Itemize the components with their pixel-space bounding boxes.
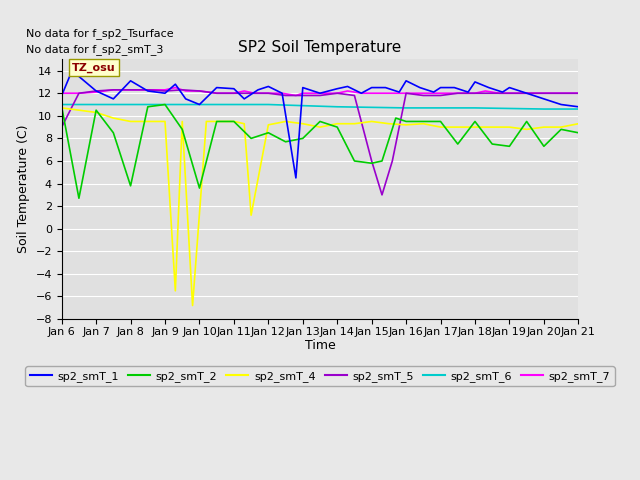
Text: No data for f_sp2_smT_3: No data for f_sp2_smT_3 [26, 44, 163, 55]
Legend: sp2_smT_1, sp2_smT_2, sp2_smT_4, sp2_smT_5, sp2_smT_6, sp2_smT_7: sp2_smT_1, sp2_smT_2, sp2_smT_4, sp2_smT… [26, 366, 614, 386]
Title: SP2 Soil Temperature: SP2 Soil Temperature [238, 40, 402, 55]
Y-axis label: Soil Temperature (C): Soil Temperature (C) [17, 125, 30, 253]
Text: TZ_osu: TZ_osu [72, 63, 116, 73]
Text: No data for f_sp2_Tsurface: No data for f_sp2_Tsurface [26, 28, 173, 39]
X-axis label: Time: Time [305, 339, 335, 352]
